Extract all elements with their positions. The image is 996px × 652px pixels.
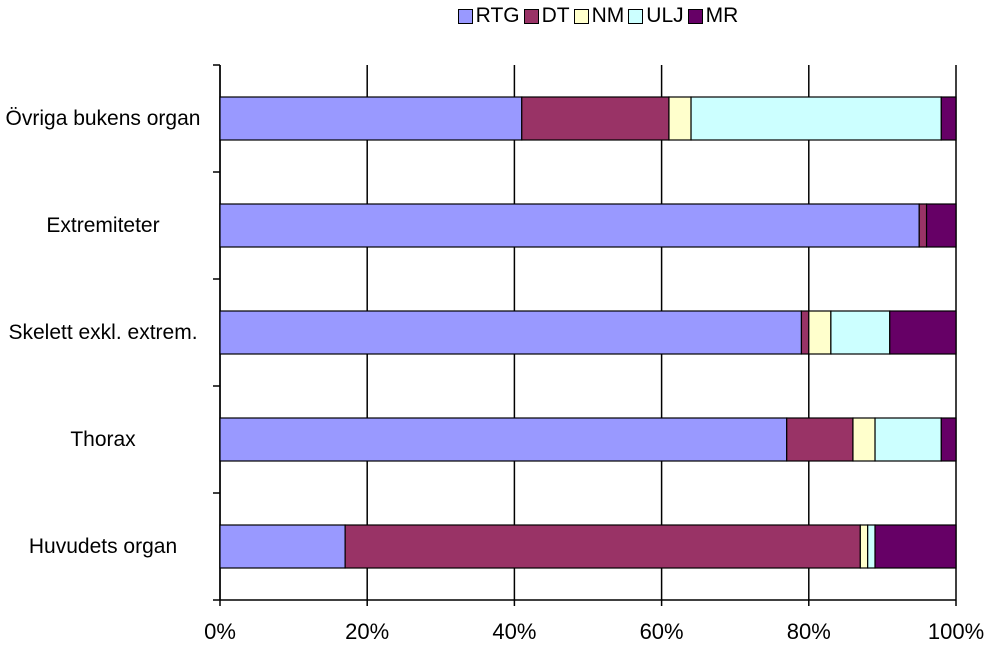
- legend-item: MR: [687, 4, 739, 28]
- y-tick-label: Thorax: [70, 427, 136, 451]
- bar-segment: [219, 417, 788, 462]
- bar-segment: [852, 417, 876, 462]
- bar-segment: [690, 96, 942, 141]
- bar-segment: [344, 524, 861, 569]
- legend-label: MR: [705, 4, 739, 27]
- legend: RTG DT NM ULJ MR: [300, 4, 900, 28]
- bar-segment: [521, 96, 670, 141]
- x-tick-label: 60%: [640, 619, 684, 644]
- legend-label: NM: [591, 4, 625, 27]
- bar-segment: [874, 524, 957, 569]
- y-tick-label: Övriga bukens organ: [5, 106, 201, 130]
- bar-segment: [219, 524, 346, 569]
- x-tick-label: 20%: [345, 619, 389, 644]
- bar-segment: [940, 417, 957, 462]
- x-tick-label: 80%: [787, 619, 831, 644]
- legend-swatch: [523, 8, 539, 24]
- legend-label: ULJ: [646, 4, 684, 27]
- bar-segment: [786, 417, 854, 462]
- bar-segment: [800, 310, 810, 355]
- bar-segment: [808, 310, 832, 355]
- legend-swatch: [457, 8, 473, 24]
- bar-segment: [219, 310, 803, 355]
- legend-swatch: [573, 8, 589, 24]
- y-tick-label: Huvudets organ: [28, 534, 178, 558]
- legend-label: DT: [541, 4, 570, 27]
- bar-segment: [219, 203, 920, 248]
- bar-segment: [918, 203, 928, 248]
- bar-segment: [867, 524, 876, 569]
- bar-segment: [219, 96, 523, 141]
- bar-segment: [889, 310, 957, 355]
- y-tick-label: Extremiteter: [46, 213, 160, 237]
- bar-segment: [668, 96, 692, 141]
- y-tick-label: Skelett exkl. extrem.: [8, 320, 198, 344]
- legend-item: DT: [523, 4, 570, 28]
- legend-item: RTG: [457, 4, 520, 28]
- legend-swatch: [687, 8, 703, 24]
- legend-item: ULJ: [628, 4, 684, 28]
- x-tick-label: 40%: [492, 619, 536, 644]
- bar-segment: [874, 417, 942, 462]
- bar-segment: [830, 310, 891, 355]
- bar-segment: [940, 96, 957, 141]
- bar-segment: [925, 203, 957, 248]
- x-tick-label: 100%: [928, 619, 984, 644]
- bar-segment: [859, 524, 869, 569]
- x-tick-label: 0%: [204, 619, 236, 644]
- legend-label: RTG: [475, 4, 520, 27]
- legend-item: NM: [573, 4, 625, 28]
- legend-swatch: [628, 8, 644, 24]
